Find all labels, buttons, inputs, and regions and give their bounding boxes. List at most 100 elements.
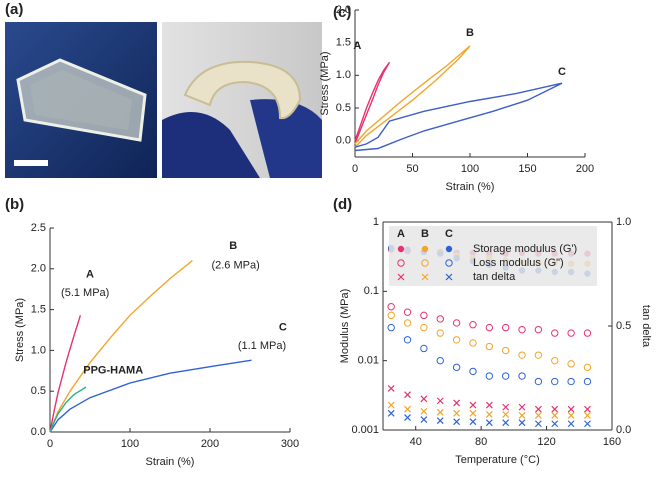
point [436,356,444,365]
point [436,408,444,416]
legend-marker [421,245,429,253]
point [583,377,592,386]
point [534,377,543,386]
x-tick-label: 150 [518,163,536,175]
point [420,407,428,415]
point [452,319,461,327]
point [452,336,461,344]
point [551,405,559,413]
panel-label: (c) [333,4,351,21]
point [469,321,477,329]
point [567,329,575,337]
point [518,351,526,359]
x-tick-label: 0 [47,438,53,450]
x-tick-label: 200 [576,163,594,175]
y-tick-label: 0.01 [358,355,379,367]
y-tick-label: 0.5 [336,102,351,114]
y-tick-label: 0.5 [31,385,46,397]
x-axis-label: Strain (%) [446,181,495,193]
y-tick-label: 0.1 [364,285,379,297]
legend-label: tan delta [473,271,516,283]
glove [250,99,322,178]
legend-marker [397,259,405,267]
legend-marker [445,259,453,267]
line [49,315,82,433]
legend-header: B [421,228,429,240]
point [518,412,526,419]
y-axis-label: Modulus (MPa) [339,289,351,364]
y-tick-label: 2.0 [31,263,46,275]
point [534,420,542,428]
series-label: PPG-HAMA [83,365,143,377]
legend-header: A [397,228,405,240]
x-tick-label: 300 [281,438,299,450]
point [485,419,493,427]
series-label: A [86,268,94,280]
y2-tick-label: 1.0 [616,216,631,228]
legend-marker [445,245,453,253]
x-tick-label: 40 [410,436,422,448]
y-axis-label: Stress (MPa) [14,298,26,362]
point [404,405,411,413]
x-tick-label: 100 [121,438,139,450]
point [485,401,493,409]
x-tick-label: 200 [201,438,219,450]
x-tick-label: 50 [406,163,418,175]
x-axis-label: Temperature (°C) [455,454,539,466]
modulus-label: (2.6 MPa) [211,259,259,271]
panel-label: (b) [5,196,24,213]
point [387,401,395,409]
point [453,409,461,417]
y-tick-label: 2.5 [31,222,46,234]
point [387,409,395,417]
point [403,308,412,316]
y-axis-label: Stress (MPa) [319,51,331,115]
y2-tick-label: 0.0 [616,424,631,436]
point [387,323,395,332]
series-label: A [353,40,361,52]
point [518,325,526,334]
y-tick-label: 1.5 [336,37,351,49]
y-tick-label: 1.0 [31,344,46,356]
point [452,363,461,372]
point [583,363,592,372]
point [502,419,510,427]
point [567,377,575,386]
point [551,377,559,386]
point [567,412,575,419]
point [436,329,444,337]
point [534,325,543,334]
point [501,346,510,355]
point [420,416,428,424]
y2-tick-label: 0.5 [616,320,631,332]
point [387,303,395,311]
point [387,384,395,392]
x-tick-label: 160 [603,436,621,448]
sample-inner [30,70,132,130]
point [583,329,592,337]
point [420,395,428,403]
y2-axis-label: tan delta [640,305,652,348]
point [551,412,559,419]
point [404,414,411,421]
point [469,409,477,417]
series-label: C [279,321,287,333]
modulus-label: (5.1 MPa) [61,287,109,299]
y-tick-label: 2.0 [336,4,351,16]
glove [162,112,260,178]
line [49,359,252,433]
x-tick-label: 0 [352,163,358,175]
line [354,61,391,145]
point [453,418,461,426]
point [436,397,444,405]
point [584,420,591,428]
point [534,351,543,359]
point [403,336,412,344]
point [534,405,542,413]
y-tick-label: 0.001 [351,424,379,436]
point [387,311,395,320]
point [485,410,493,418]
bent-sample [183,60,302,120]
point [436,315,444,323]
